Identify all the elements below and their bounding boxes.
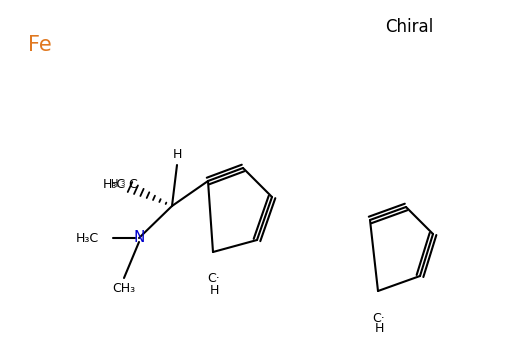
Text: $_3$: $_3$ <box>120 179 126 189</box>
Text: H: H <box>111 179 118 189</box>
Text: H: H <box>173 148 182 160</box>
Text: C·: C· <box>208 273 220 285</box>
Text: H: H <box>374 322 383 336</box>
Text: C: C <box>128 177 137 190</box>
Text: N: N <box>133 230 145 246</box>
Text: H: H <box>209 284 219 297</box>
Text: H₃C: H₃C <box>76 232 99 245</box>
Text: Chiral: Chiral <box>385 18 433 36</box>
Text: C·: C· <box>373 312 386 325</box>
Text: H₃C: H₃C <box>103 178 126 192</box>
Text: Fe: Fe <box>28 35 52 55</box>
Text: CH₃: CH₃ <box>113 282 136 296</box>
